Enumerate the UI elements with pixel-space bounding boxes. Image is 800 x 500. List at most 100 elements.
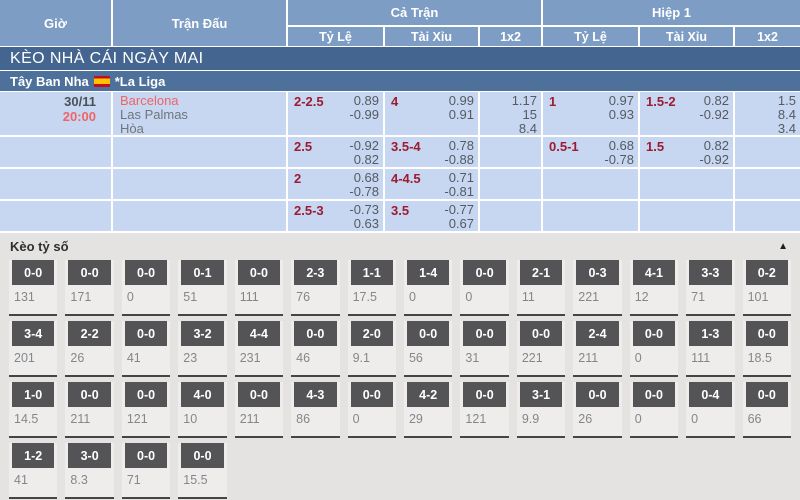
score-button[interactable]: 2-3 <box>294 260 337 285</box>
score-odds-value: 211 <box>70 412 91 426</box>
score-button[interactable]: 0-0 <box>237 382 281 407</box>
score-odds-value: 0 <box>634 412 642 426</box>
full-1x2-cell[interactable]: 1.17 15 8.4 <box>480 92 543 137</box>
half-handicap-cell[interactable]: 1 0.97 0.93 <box>543 92 640 137</box>
score-button[interactable]: 0-0 <box>124 260 168 285</box>
away-team-name[interactable]: Las Palmas <box>120 107 188 122</box>
home-team-name[interactable]: Barcelona <box>120 93 179 108</box>
score-button[interactable]: 0-0 <box>463 260 506 285</box>
odds-row: 30/11 20:00 Barcelona Las Palmas Hòa 2-2.5 0.8… <box>0 92 800 137</box>
score-section-header: Kèo tỷ số ▲ <box>0 233 800 260</box>
half-handicap-cell[interactable]: 0.5-1 0.68 -0.78 <box>543 137 640 169</box>
score-button[interactable]: 2-0 <box>350 321 393 346</box>
score-cell: 0-0 41 <box>121 321 171 377</box>
league-country: Tây Ban Nha <box>10 73 89 89</box>
odds-value: 8.4 <box>518 121 537 136</box>
score-button[interactable]: 2-4 <box>576 321 619 346</box>
odds-value: 0.68 <box>353 170 379 185</box>
handicap-line: 2 <box>294 171 302 186</box>
score-button[interactable]: 3-0 <box>68 443 111 468</box>
score-button[interactable]: 0-0 <box>181 443 224 468</box>
score-button[interactable]: 1-1 <box>350 260 393 285</box>
score-button[interactable]: 0-0 <box>463 382 506 407</box>
score-cell: 0-0 121 <box>460 382 509 438</box>
odds-values: 0.97 0.93 <box>609 94 634 135</box>
score-button[interactable]: 3-2 <box>181 321 224 346</box>
odds-values: 0.78 -0.88 <box>444 139 474 167</box>
score-button[interactable]: 0-0 <box>745 321 788 346</box>
half-overunder-cell[interactable]: 1.5 0.82 -0.92 <box>640 137 735 169</box>
score-button[interactable]: 0-0 <box>350 382 393 407</box>
score-button[interactable]: 0-0 <box>124 321 168 346</box>
score-button[interactable]: 1-4 <box>406 260 450 285</box>
score-button[interactable]: 0-4 <box>689 382 732 407</box>
score-button[interactable]: 0-0 <box>576 382 619 407</box>
score-odds-value: 56 <box>408 351 423 365</box>
league-name: *La Liga <box>114 73 166 89</box>
score-button[interactable]: 0-0 <box>406 321 450 346</box>
full-handicap-cell[interactable]: 2.5-3 -0.73 0.63 <box>288 201 385 233</box>
spain-flag-icon <box>93 75 110 87</box>
score-button[interactable]: 3-1 <box>519 382 563 407</box>
score-button[interactable]: 0-0 <box>463 321 506 346</box>
score-button[interactable]: 0-0 <box>124 382 168 407</box>
score-odds-value: 201 <box>14 351 35 365</box>
half-1x2-cell <box>735 169 800 201</box>
league-row[interactable]: Tây Ban Nha *La Liga <box>0 71 800 92</box>
score-cell: 4-4 231 <box>234 321 284 377</box>
full-overunder-cell[interactable]: 4 0.99 0.91 <box>385 92 480 137</box>
score-cell: 4-2 29 <box>403 382 453 438</box>
score-cell: 2-4 211 <box>573 321 622 377</box>
score-button[interactable]: 4-3 <box>294 382 337 407</box>
score-button[interactable]: 0-0 <box>124 443 168 468</box>
score-button[interactable]: 0-0 <box>12 260 55 285</box>
score-button[interactable]: 2-1 <box>519 260 563 285</box>
header-full-overunder: Tài Xỉu <box>385 27 480 46</box>
score-button[interactable]: 0-0 <box>68 382 111 407</box>
half-1x2-cell[interactable]: 1.5 8.4 3.4 <box>735 92 800 137</box>
score-odds-value: 221 <box>521 351 543 365</box>
full-handicap-cell[interactable]: 2-2.5 0.89 -0.99 <box>288 92 385 137</box>
score-button[interactable]: 3-4 <box>12 321 55 346</box>
full-overunder-cell[interactable]: 3.5-4 0.78 -0.88 <box>385 137 480 169</box>
odds-value: 0.68 <box>608 138 634 153</box>
score-button[interactable]: 0-0 <box>632 382 676 407</box>
score-cell: 3-0 8.3 <box>65 443 114 499</box>
score-cell: 3-3 71 <box>686 260 735 316</box>
score-button[interactable]: 1-3 <box>689 321 732 346</box>
score-button[interactable]: 0-0 <box>519 321 563 346</box>
score-button[interactable]: 0-0 <box>632 321 676 346</box>
score-button[interactable]: 2-2 <box>68 321 111 346</box>
score-odds-value: 71 <box>126 473 141 487</box>
score-button[interactable]: 0-2 <box>745 260 788 285</box>
score-button[interactable]: 0-0 <box>68 260 111 285</box>
score-button[interactable]: 1-2 <box>12 443 55 468</box>
score-button[interactable]: 0-0 <box>745 382 788 407</box>
score-odds-value: 0 <box>352 412 360 426</box>
full-handicap-cell[interactable]: 2.5 -0.92 0.82 <box>288 137 385 169</box>
score-button[interactable]: 0-0 <box>294 321 337 346</box>
odds-values: -0.92 0.82 <box>349 139 379 167</box>
score-button[interactable]: 0-3 <box>576 260 619 285</box>
score-button[interactable]: 3-3 <box>689 260 732 285</box>
odds-values: 0.71 -0.81 <box>444 171 474 199</box>
half-overunder-cell[interactable]: 1.5-2 0.82 -0.92 <box>640 92 735 137</box>
full-handicap-cell[interactable]: 2 0.68 -0.78 <box>288 169 385 201</box>
full-overunder-cell[interactable]: 4-4.5 0.71 -0.81 <box>385 169 480 201</box>
score-odds-value: 131 <box>14 290 35 304</box>
score-button[interactable]: 4-0 <box>181 382 224 407</box>
score-button[interactable]: 1-0 <box>12 382 55 407</box>
score-empty-cell <box>460 443 508 499</box>
score-button[interactable]: 4-2 <box>406 382 450 407</box>
full-overunder-cell[interactable]: 3.5 -0.77 0.67 <box>385 201 480 233</box>
score-cell: 2-1 11 <box>516 260 566 316</box>
score-odds-value: 10 <box>183 412 198 426</box>
score-button[interactable]: 0-1 <box>181 260 224 285</box>
odds-value: -0.78 <box>604 152 634 167</box>
score-button[interactable]: 4-1 <box>632 260 676 285</box>
odds-value: 0.97 <box>608 93 634 108</box>
odds-values: 0.89 -0.99 <box>349 94 379 135</box>
collapse-arrow-icon[interactable]: ▲ <box>778 241 788 252</box>
score-button[interactable]: 0-0 <box>237 260 281 285</box>
score-button[interactable]: 4-4 <box>237 321 281 346</box>
